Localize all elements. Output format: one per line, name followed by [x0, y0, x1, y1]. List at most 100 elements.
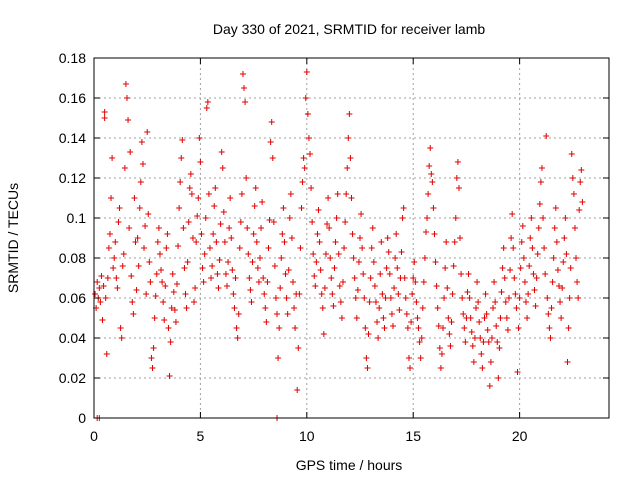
data-point [413, 299, 420, 305]
data-point [521, 279, 528, 285]
data-point [437, 365, 444, 371]
data-point [435, 323, 442, 329]
data-point [264, 279, 271, 285]
data-point [436, 345, 443, 351]
data-point [221, 239, 228, 245]
data-point [175, 243, 182, 249]
y-tick-label: 0.1 [67, 210, 87, 226]
data-point [418, 335, 425, 341]
data-point [503, 315, 510, 321]
data-point [128, 273, 135, 279]
data-point [194, 213, 201, 219]
data-point [559, 285, 566, 291]
data-point [248, 299, 255, 305]
data-point [384, 235, 391, 241]
data-point [395, 291, 402, 297]
data-point [260, 275, 267, 281]
data-point [322, 251, 329, 257]
data-point [161, 317, 168, 323]
data-point [269, 155, 276, 161]
data-point [335, 251, 342, 257]
data-point [429, 179, 436, 185]
data-point [265, 245, 272, 251]
data-point [205, 191, 212, 197]
data-point [241, 85, 248, 91]
data-point [230, 291, 237, 297]
data-point [299, 179, 306, 185]
data-point [167, 339, 174, 345]
data-point [367, 275, 374, 281]
data-point [407, 365, 414, 371]
data-point [497, 315, 504, 321]
data-point [411, 259, 418, 265]
data-point [469, 343, 476, 349]
data-point [285, 267, 292, 273]
data-point [398, 249, 405, 255]
data-point [331, 265, 338, 271]
data-point [213, 239, 220, 245]
data-point [284, 311, 291, 317]
x-axis-tick-labels: 0 5 10 15 20 [90, 428, 528, 444]
data-point [380, 315, 387, 321]
data-point [184, 259, 191, 265]
data-point [210, 231, 217, 237]
data-point [499, 265, 506, 271]
data-point [302, 95, 309, 101]
data-point [552, 205, 559, 211]
data-point [385, 249, 392, 255]
data-point [370, 259, 377, 265]
data-point [178, 155, 185, 161]
data-point [546, 325, 553, 331]
data-point [201, 251, 208, 257]
data-point [553, 239, 560, 245]
data-point [482, 291, 489, 297]
data-point [192, 285, 199, 291]
data-point [334, 191, 341, 197]
data-point [215, 285, 222, 291]
data-point [354, 287, 361, 293]
data-point [172, 319, 179, 325]
data-point [377, 271, 384, 277]
data-point [195, 195, 202, 201]
data-point [239, 71, 246, 77]
data-point [369, 225, 376, 231]
data-point [368, 245, 375, 251]
data-point [98, 273, 105, 279]
data-point [114, 285, 121, 291]
data-point [514, 369, 521, 375]
data-point [301, 165, 308, 171]
data-point [382, 295, 389, 301]
data-point [173, 281, 180, 287]
data-point [408, 319, 415, 325]
data-point [508, 235, 515, 241]
data-point [560, 259, 567, 265]
data-point [362, 325, 369, 331]
data-point [375, 335, 382, 341]
data-point [152, 293, 159, 299]
data-point [279, 231, 286, 237]
data-point [557, 299, 564, 305]
data-point [531, 287, 538, 293]
data-point [330, 303, 337, 309]
data-point [447, 343, 454, 349]
data-point [494, 339, 501, 345]
data-point [492, 299, 499, 305]
data-point [526, 263, 533, 269]
data-point [414, 315, 421, 321]
data-point [227, 195, 234, 201]
data-point [147, 279, 154, 285]
data-point [108, 195, 115, 201]
data-point [355, 259, 362, 265]
data-point [218, 149, 225, 155]
data-point [422, 229, 429, 235]
data-point [405, 355, 412, 361]
data-point [361, 295, 368, 301]
data-point [203, 105, 210, 111]
data-point [543, 133, 550, 139]
data-point [574, 279, 581, 285]
data-point [197, 159, 204, 165]
data-point [283, 295, 290, 301]
data-point [554, 267, 561, 273]
data-point [311, 273, 318, 279]
data-point [568, 151, 575, 157]
